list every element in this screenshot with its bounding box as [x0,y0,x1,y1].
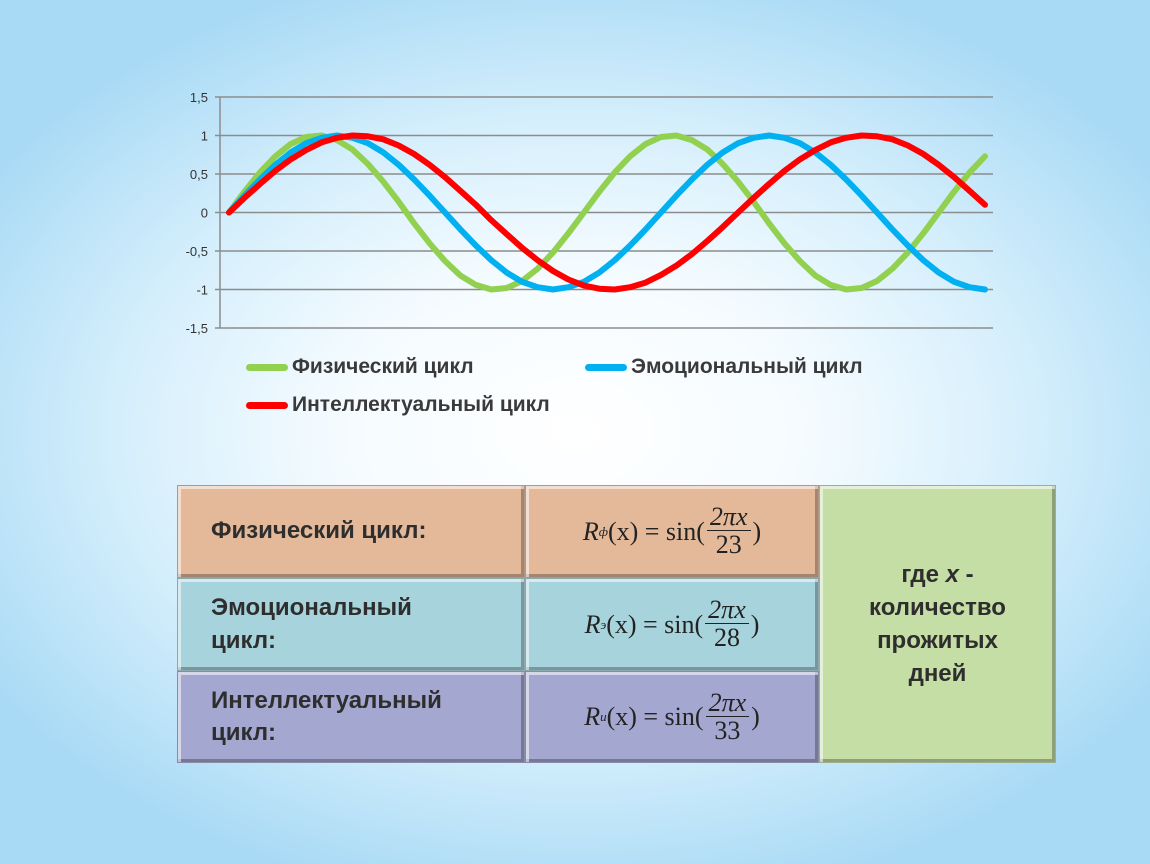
formula-physical-fraction: 2πx 23 [706,503,751,560]
formula-emotional-den: 28 [713,623,740,653]
days-note-post: - количество прожитых дней [869,560,1006,688]
legend-swatch-emotional [585,363,627,371]
row-label-emotional-text: Эмоциональный цикл: [211,594,412,654]
formula-emotional-fraction: 2πx 28 [705,596,749,653]
legend-item-intellectual: Интеллектуальный цикл [246,393,550,417]
row-label-emotional: Эмоциональный цикл: [177,578,525,671]
row-label-physical-text: Физический цикл: [211,517,427,545]
days-note-var: x [945,560,960,588]
formula-physical-sub: ф [598,523,608,539]
legend-swatch-intellectual [246,401,288,409]
biorhythm-chart: -1,5 -1 -0,5 0 0,5 1 1,5 [186,90,993,336]
legend-item-physical: Физический цикл [246,355,474,379]
legend-item-emotional: Эмоциональный цикл [585,355,863,379]
formula-emotional-lhs: (x) = sin( [606,609,704,639]
formula-emotional-r: R [584,609,601,639]
y-tick-label-3: 0 [201,206,208,221]
y-tick-label-4: 0,5 [190,167,208,182]
y-tick-label-6: 1,5 [190,90,208,105]
legend-swatch-physical [246,363,288,371]
y-tick-label-5: 1 [201,129,208,144]
formula-intellectual-close: ) [751,702,760,731]
formula-physical-close: ) [752,516,762,546]
formula-intellectual-lhs: (x) = sin( [606,702,704,731]
y-tick-label-1: -1 [196,283,208,298]
days-note-text: где x - количество прожитых дней [853,558,1023,690]
formula-intellectual-num: 2πx [705,688,750,717]
series-line-physical [226,132,988,293]
row-label-intellectual: Интеллектуальный цикл: [177,671,525,763]
legend-label-emotional: Эмоциональный цикл [631,355,863,378]
days-note: где x - количество прожитых дней [819,485,1056,763]
legend-label-physical: Физический цикл [292,355,474,378]
formula-intellectual-fraction: 2πx 33 [705,688,750,746]
days-note-pre: где [901,560,946,588]
formula-physical-lhs: (x) = sin( [607,516,705,546]
formula-intellectual-r: R [584,702,601,731]
legend-label-intellectual: Интеллектуальный цикл [292,393,550,416]
y-tick-label-2: -0,5 [186,244,208,259]
series-line-emotional [226,132,988,293]
formula-physical-r: R [582,516,599,546]
row-label-intellectual-text: Интеллектуальный цикл: [211,686,442,746]
row-label-physical: Физический цикл: [177,485,525,578]
formula-emotional-close: ) [750,609,760,639]
y-tick-label-0: -1,5 [186,321,208,336]
formula-physical-den: 23 [715,530,742,560]
formula-emotional-sub: э [600,616,607,632]
formula-emotional-num: 2πx [705,596,749,625]
formula-physical-num: 2πx [706,503,751,532]
formula-intellectual-den: 33 [714,715,741,745]
formula-intellectual-sub: и [600,709,607,724]
series-line-intellectual [226,132,988,293]
